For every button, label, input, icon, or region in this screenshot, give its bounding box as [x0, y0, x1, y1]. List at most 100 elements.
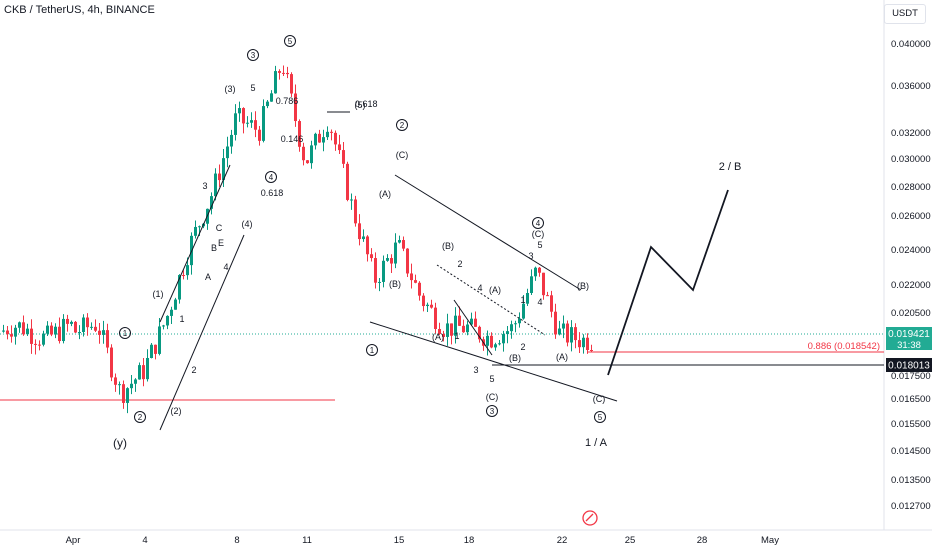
candle-body — [178, 275, 181, 300]
candle-body — [530, 276, 533, 293]
candle-body — [54, 326, 57, 335]
candle-body — [226, 146, 229, 159]
wave-label: 1 — [520, 295, 525, 305]
trend-lines — [159, 164, 729, 431]
candle-body — [474, 318, 477, 327]
wave-label: 5 — [489, 374, 494, 384]
candle-body — [470, 318, 473, 325]
candles — [2, 65, 593, 414]
candle-body — [458, 315, 461, 326]
price-tick-label: 0.030000 — [891, 154, 931, 165]
candle-body — [358, 223, 361, 240]
wave-label: (2) — [171, 406, 182, 416]
candle-body — [246, 122, 249, 124]
wave-label: (A) — [489, 285, 501, 295]
candle-body — [570, 327, 573, 343]
price-tick-label: 0.022000 — [891, 280, 931, 291]
price-tick-label: 0.026000 — [891, 211, 931, 222]
wave-label: 2 / B — [719, 161, 742, 173]
candle-body — [486, 335, 489, 346]
candle-body — [274, 71, 277, 94]
wave-label: 2 — [520, 342, 525, 352]
svg-text:1: 1 — [370, 346, 375, 355]
candle-body — [414, 280, 417, 283]
candle-body — [270, 93, 273, 102]
candle-body — [110, 347, 113, 378]
candle-body — [398, 240, 401, 243]
candle-body — [434, 307, 437, 329]
svg-text:2: 2 — [138, 413, 143, 422]
circled-wave-label: 1 — [366, 344, 378, 356]
wave-label: (B) — [577, 281, 589, 291]
candle-body — [26, 328, 29, 335]
wave-label: (C) — [532, 229, 545, 239]
price-tick-label: 0.040000 — [891, 39, 931, 50]
candle-body — [542, 272, 545, 296]
candle-body — [278, 71, 281, 73]
candle-body — [158, 326, 161, 354]
candle-body — [586, 337, 589, 351]
candle-body — [554, 311, 557, 335]
wave-label: E — [218, 238, 224, 248]
candle-body — [326, 131, 329, 138]
candle-body — [186, 265, 189, 276]
candle-body — [450, 323, 453, 336]
circled-wave-label: 3 — [486, 405, 498, 417]
candle-body — [250, 120, 253, 123]
wave-label: (1) — [153, 289, 164, 299]
tradingview-logo-icon — [582, 510, 598, 526]
time-tick-label: 8 — [234, 535, 239, 546]
candle-body — [522, 303, 525, 319]
wave-label: A — [205, 272, 211, 282]
time-tick-label: 15 — [394, 535, 405, 546]
candle-body — [346, 163, 349, 200]
candle-body — [18, 322, 21, 328]
circled-wave-label: 2 — [134, 411, 146, 423]
candle-body — [6, 330, 9, 335]
wave-label: 3 — [202, 181, 207, 191]
candle-body — [466, 324, 469, 333]
candle-body — [114, 377, 117, 385]
projection-path — [607, 189, 729, 376]
wave-label: (B) — [389, 279, 401, 289]
circled-wave-label: 4 — [532, 217, 544, 229]
wave-label: (C) — [486, 392, 499, 402]
svg-text:3: 3 — [251, 51, 256, 60]
price-tick-label: 0.017500 — [891, 371, 931, 382]
candle-body — [166, 315, 169, 326]
candle-body — [334, 132, 337, 145]
wave-label: 3 — [528, 251, 533, 261]
candle-body — [402, 240, 405, 249]
price-tick-label: 0.015500 — [891, 419, 931, 430]
candle-body — [370, 254, 373, 259]
svg-text:2: 2 — [400, 121, 405, 130]
candle-body — [50, 325, 53, 335]
price-tick-label: 0.032000 — [891, 128, 931, 139]
candle-body — [94, 326, 97, 331]
fib-label: 0.886 (0.018542) — [808, 341, 880, 352]
wave-label: (4) — [242, 219, 253, 229]
candle-body — [46, 325, 49, 334]
candle-body — [194, 226, 197, 236]
candle-body — [282, 72, 285, 74]
candle-body — [566, 323, 569, 343]
candle-body — [550, 295, 553, 312]
time-tick-label: 4 — [142, 535, 147, 546]
candle-body — [446, 323, 449, 337]
candle-body — [426, 304, 429, 307]
candle-body — [462, 325, 465, 333]
svg-text:3: 3 — [490, 407, 495, 416]
price-tick-label: 0.020500 — [891, 308, 931, 319]
candle-body — [266, 101, 269, 107]
candle-body — [10, 334, 13, 337]
candle-body — [534, 267, 537, 277]
wave-label: 5 — [537, 240, 542, 250]
level-box — [886, 358, 932, 372]
last-price-label: 0.019421 — [888, 329, 930, 340]
price-tick-label: 0.028000 — [891, 182, 931, 193]
candle-body — [66, 318, 69, 324]
candle-body — [106, 330, 109, 348]
wave-label: 0.146 — [281, 134, 304, 144]
wave-label: B — [211, 243, 217, 253]
candle-body — [438, 328, 441, 334]
